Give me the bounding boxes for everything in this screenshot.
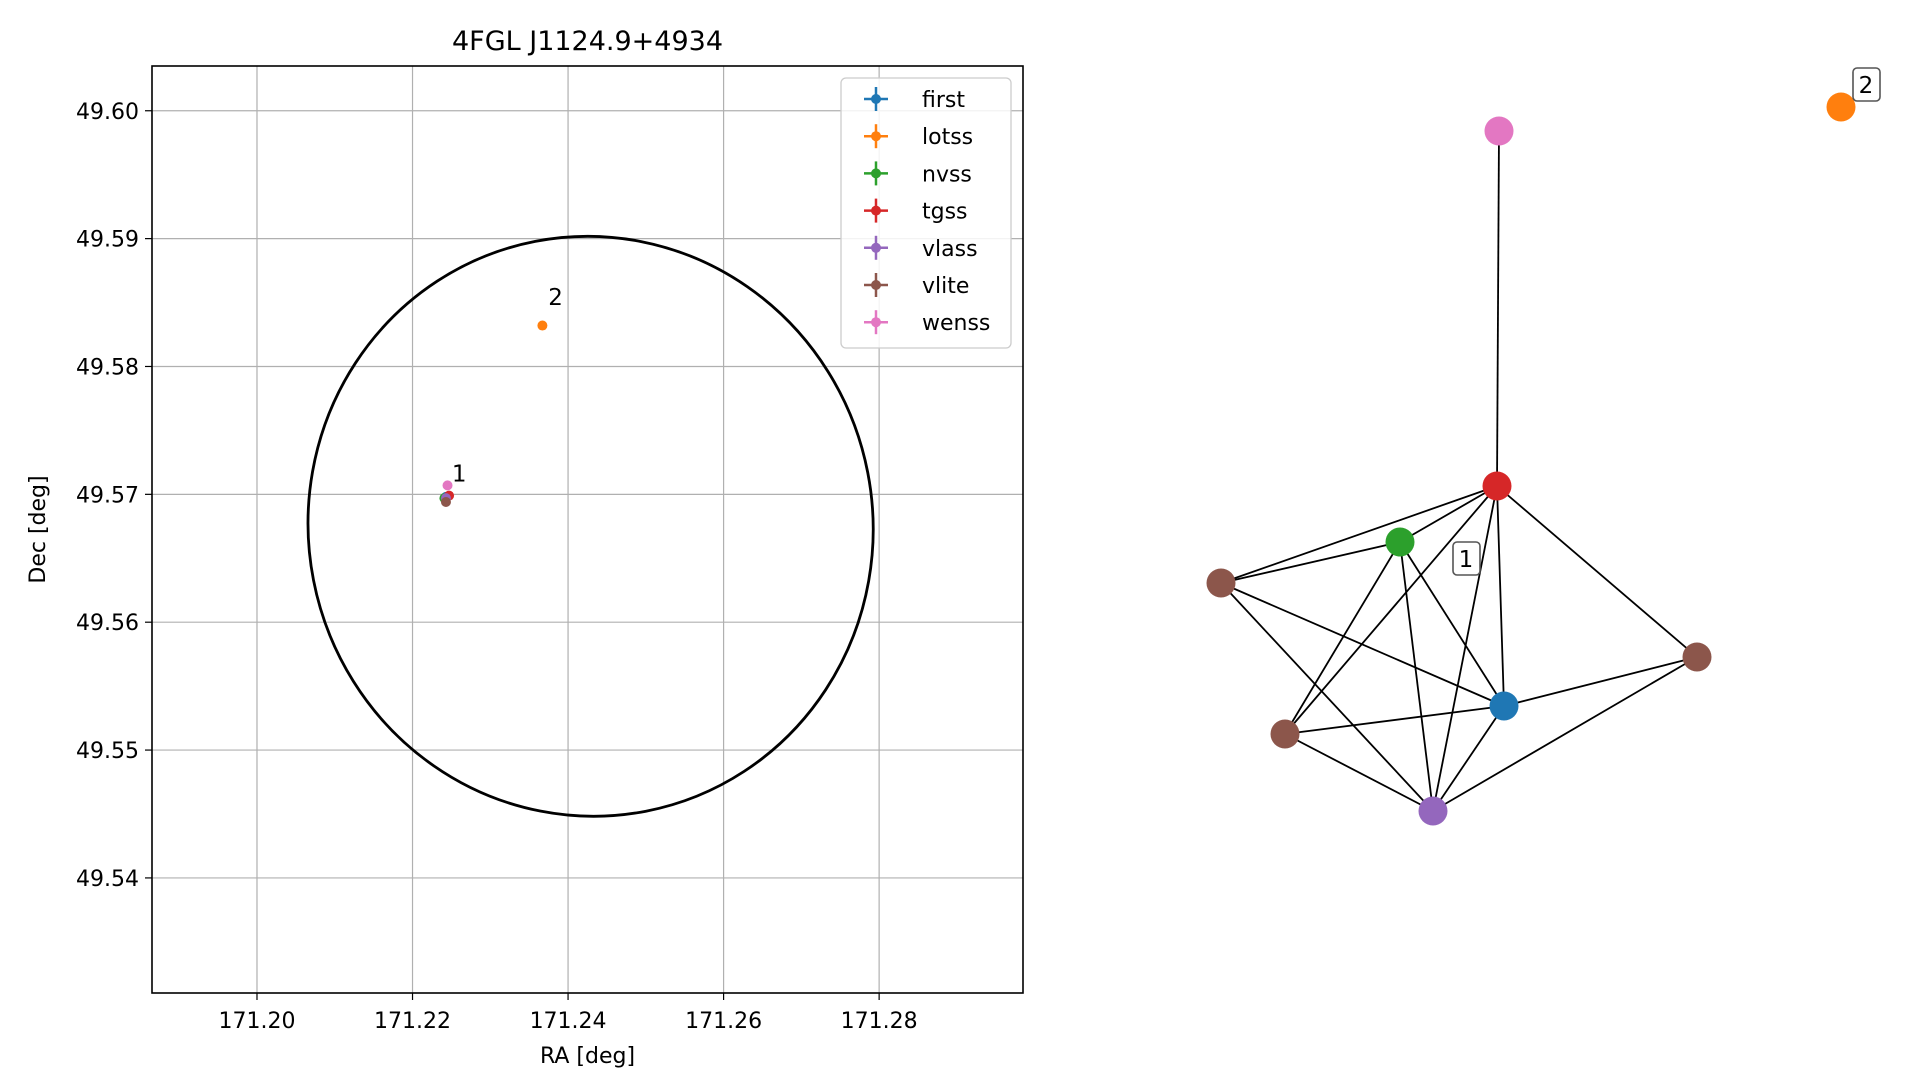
x-tick-label: 171.20 [218, 1009, 295, 1034]
group-label-text: 2 [1859, 73, 1874, 99]
x-tick-label: 171.24 [530, 1009, 607, 1034]
legend-marker-first [871, 94, 881, 104]
y-tick-label: 49.57 [76, 483, 139, 508]
network-edge [1399, 485, 1498, 543]
network-edge [1284, 733, 1434, 812]
data-point-lotss [537, 320, 548, 331]
network-edge [1220, 582, 1434, 812]
legend-box [840, 77, 1012, 349]
y-tick-label: 49.58 [76, 355, 139, 380]
x-tick-label: 171.28 [841, 1009, 918, 1034]
network-edge [1284, 485, 1498, 735]
network-edge [1432, 705, 1505, 812]
legend-marker-nvss [871, 168, 881, 179]
legend-label-first: first [922, 88, 965, 113]
network-edge [1432, 485, 1498, 812]
network-edge [1220, 541, 1401, 584]
group-label: 1 [1452, 541, 1481, 576]
legend-marker-vlass [871, 242, 881, 253]
network-edge [1284, 705, 1505, 735]
network-node-wenss [1484, 116, 1514, 146]
group-label-box [1852, 67, 1881, 102]
network-edge [1399, 541, 1505, 707]
network-node-vlite_a [1206, 568, 1236, 598]
legend-marker-vlite [871, 280, 881, 290]
group-label: 2 [1852, 67, 1881, 102]
x-axis-label: RA [deg] [540, 1044, 635, 1069]
network-edge [1503, 656, 1698, 707]
y-tick-label: 49.54 [76, 867, 139, 892]
error-ellipse [306, 234, 875, 818]
legend-label-vlass: vlass [922, 237, 978, 262]
legend-label-vlite: vlite [922, 274, 969, 299]
network-edge [1496, 130, 1500, 487]
network-edge [1220, 582, 1505, 707]
point-annotation: 2 [548, 285, 563, 311]
legend-label-nvss: nvss [922, 162, 972, 187]
group-label-text: 1 [1459, 547, 1474, 573]
association-network: 12 [1206, 67, 1881, 826]
network-edge [1284, 541, 1401, 735]
chart-title: 4FGL J1124.9+4934 [452, 26, 723, 57]
network-edge [1496, 485, 1698, 658]
y-axis-label: Dec [deg] [26, 475, 51, 583]
network-node-vlass [1418, 796, 1448, 826]
network-edge [1432, 656, 1698, 812]
legend-label-lotss: lotss [922, 125, 973, 150]
network-edge [1496, 485, 1505, 707]
point-annotation: 1 [452, 462, 467, 488]
x-tick-label: 171.26 [685, 1009, 762, 1034]
network-node-lotss [1826, 92, 1856, 122]
legend-marker-tgss [871, 205, 881, 216]
network-node-vlite_b [1682, 642, 1712, 672]
x-tick-label: 171.22 [374, 1009, 451, 1034]
y-tick-label: 49.56 [76, 611, 139, 636]
network-edge [1399, 541, 1434, 812]
y-tick-label: 49.60 [76, 100, 139, 125]
network-node-vlite_c [1270, 719, 1300, 749]
network-edge [1220, 485, 1498, 584]
network-node-first [1489, 691, 1519, 721]
data-point-wenss [442, 480, 453, 491]
legend-label-wenss: wenss [922, 311, 990, 336]
legend-marker-lotss [871, 131, 881, 142]
sky-position-plot: 171.20 171.22 171.24 171.26 171.28 49.54 49.55… [26, 26, 1024, 1069]
legend-label-tgss: tgss [922, 200, 968, 225]
network-node-tgss [1482, 471, 1512, 501]
y-tick-label: 49.59 [76, 228, 139, 253]
network-node-nvss [1385, 527, 1415, 557]
group-label-box [1452, 541, 1481, 576]
legend: first lotss nvss tgss vlass vlite wenss [840, 77, 1012, 349]
plot-frame [151, 65, 1024, 994]
y-tick-label: 49.55 [76, 739, 139, 764]
legend-marker-wenss [871, 317, 881, 328]
data-point-vlite [440, 497, 451, 508]
